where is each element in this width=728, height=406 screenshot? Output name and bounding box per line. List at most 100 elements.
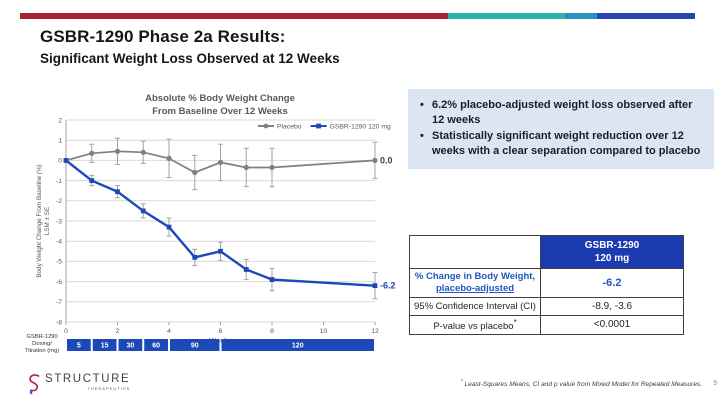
x-axis-label: Weeks	[209, 336, 232, 345]
y-tick-label: -5	[56, 259, 62, 266]
legend-label: GSBR-1290 120 mg	[330, 123, 391, 130]
data-point	[218, 248, 223, 254]
chart-area: Absolute % Body Weight Change From Baseli…	[20, 88, 398, 356]
dose-value: 60	[152, 343, 160, 350]
x-tick-label: 4	[167, 328, 171, 335]
y-tick-label: 2	[58, 117, 62, 124]
footnote-text: Least-Squares Means, CI and p value from…	[464, 381, 703, 389]
header-drug-cell: GSBR-1290 120 mg	[540, 235, 684, 269]
y-tick-label: -1	[56, 178, 62, 185]
row-label: P-value vs placebo*	[409, 314, 541, 335]
legend-item: Placebo	[258, 123, 302, 130]
logo-text: STRUCTURE THERAPEUTICS	[45, 373, 130, 391]
row-value: -8.9, -3.6	[540, 297, 684, 316]
x-tick-label: 0	[64, 328, 68, 335]
row-label-line1: % Change in Body Weight,	[414, 271, 536, 282]
row-label: % Change in Body Weight, placebo-adjuste…	[409, 268, 541, 298]
drug-dose: 120 mg	[594, 253, 630, 264]
x-tick-label: 6	[219, 328, 223, 335]
table-header-row: GSBR-1290 120 mg	[409, 235, 684, 269]
series-end-label: 0.0	[380, 155, 393, 165]
data-point	[166, 155, 172, 161]
accent-bar-segment	[448, 13, 565, 19]
data-point	[372, 157, 378, 163]
x-tick-label: 8	[270, 328, 274, 335]
data-point	[217, 159, 224, 166]
y-tick-label: -7	[56, 299, 62, 306]
y-tick-label: -6	[56, 279, 62, 286]
chart-title: From Baseline Over 12 Weeks	[152, 106, 288, 117]
row-value: <0.0001	[540, 314, 684, 335]
data-point	[269, 164, 275, 171]
data-point	[166, 224, 172, 230]
logo-name: STRUCTURE	[45, 373, 131, 385]
dose-segment	[92, 339, 117, 351]
data-point	[269, 277, 275, 282]
data-point	[192, 254, 198, 260]
header-blank-cell	[409, 235, 541, 269]
dose-value: 15	[101, 343, 109, 350]
row-label: 95% Confidence Interval (CI)	[409, 297, 541, 316]
bullet-icon: •	[420, 99, 424, 111]
series-placebo: 0.0	[63, 137, 393, 191]
bullet-icon: •	[420, 129, 424, 142]
dose-value: 5	[77, 343, 81, 350]
chart-title: Absolute % Body Weight Change	[145, 93, 295, 104]
data-point	[372, 283, 378, 289]
dosing-label: Dosing/	[32, 341, 52, 347]
row-label-line2: placebo-adjusted	[435, 283, 515, 294]
results-table: GSBR-1290 120 mg % Change in Body Weight…	[409, 235, 684, 335]
page-number: 9	[713, 380, 717, 387]
legend-item: GSBR-1290 120 mg	[310, 123, 391, 130]
y-tick-label: 1	[58, 138, 62, 145]
data-point	[63, 158, 69, 163]
legend-label: Placebo	[277, 123, 302, 130]
y-tick-label: -8	[56, 319, 62, 326]
bullet-text: Statistically significant weight reducti…	[432, 129, 701, 158]
footnote-marker: *	[513, 317, 517, 327]
dose-segment	[144, 339, 168, 351]
x-tick-label: 10	[320, 328, 328, 335]
row-value: -6.2	[540, 268, 684, 298]
logo-subtitle: THERAPEUTICS	[87, 386, 131, 391]
y-tick-label: -4	[56, 239, 62, 246]
footnote-asterisk: *	[460, 379, 463, 385]
title-block: GSBR-1290 Phase 2a Results: Significant …	[40, 27, 340, 66]
y-axis-label-2: LSM ± SE	[44, 207, 51, 235]
dosing-label: Titration (mg)	[25, 348, 59, 354]
data-point	[89, 178, 95, 183]
accent-bar-segment	[20, 13, 448, 19]
x-tick-label: 12	[371, 328, 379, 335]
page-subtitle: Significant Weight Loss Observed at 12 W…	[40, 51, 340, 66]
data-point	[140, 149, 146, 155]
table-row: 95% Confidence Interval (CI) -8.9, -3.6	[409, 297, 684, 316]
table-row: P-value vs placebo* <0.0001	[409, 314, 684, 335]
y-axis-label: Body Weight Change From Baseline (%)	[36, 164, 43, 277]
data-point	[192, 169, 198, 176]
accent-bar-segment	[565, 13, 597, 19]
structure-s-icon	[27, 373, 42, 400]
weight-change-chart: Absolute % Body Weight Change From Baseli…	[25, 93, 396, 354]
footnote: * Least-Squares Means, CI and p value fr…	[461, 379, 702, 388]
data-point	[243, 267, 249, 272]
dose-segment	[170, 339, 220, 351]
drug-name: GSBR-1290	[584, 240, 640, 251]
series-end-label: -6.2	[380, 281, 396, 291]
x-tick-label: 2	[116, 328, 120, 335]
y-tick-label: -3	[56, 218, 62, 225]
table-row: % Change in Body Weight, placebo-adjuste…	[409, 268, 684, 298]
accent-bar	[20, 13, 695, 19]
series-line	[65, 159, 376, 287]
dose-segment	[221, 339, 374, 351]
data-point	[243, 164, 249, 171]
y-tick-label: 0	[58, 158, 62, 165]
row-label-text: P-value vs placebo	[433, 320, 514, 332]
data-point	[114, 148, 121, 154]
bullet-item: • 6.2% placebo-adjusted weight loss obse…	[418, 98, 702, 129]
page-title: GSBR-1290 Phase 2a Results:	[40, 27, 286, 46]
series-line	[65, 150, 376, 174]
dose-value: 30	[126, 343, 134, 350]
company-logo: STRUCTURE THERAPEUTICS	[27, 373, 130, 400]
